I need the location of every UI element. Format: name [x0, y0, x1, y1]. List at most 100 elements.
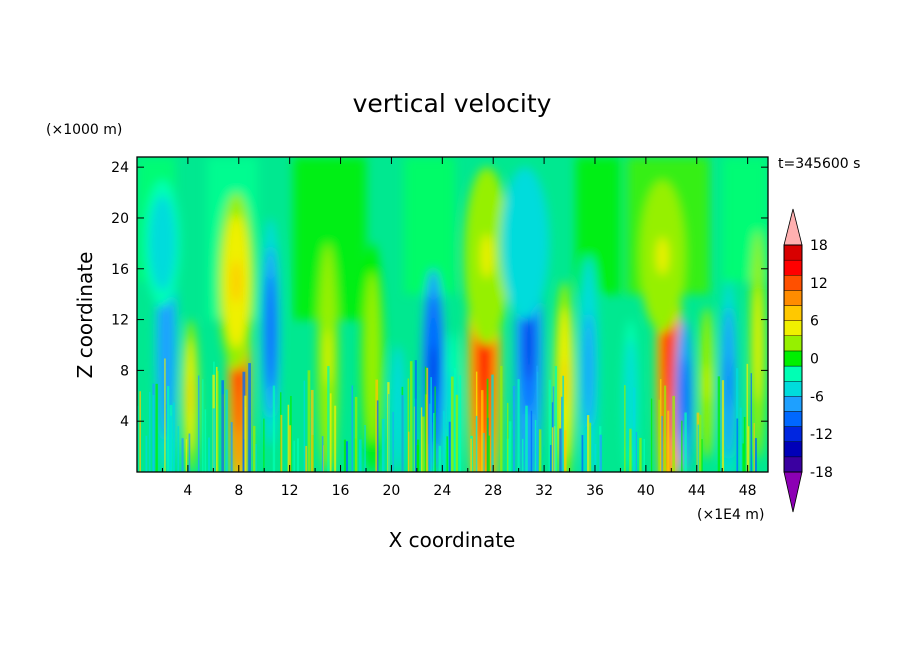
field-cell [681, 376, 687, 415]
field-streak [659, 378, 662, 472]
field-streak [343, 439, 347, 472]
field-streak [681, 420, 683, 472]
colorbar-segment [783, 259, 803, 276]
field-cell [188, 376, 193, 415]
field-cell [430, 344, 437, 396]
colorbar-tick-label: 12 [810, 276, 828, 292]
field-streak [739, 407, 742, 472]
field-streak [185, 439, 187, 472]
field-streak [486, 378, 489, 472]
field-streak [491, 374, 494, 472]
field-streak [305, 445, 308, 472]
field-streak [562, 375, 565, 472]
field-streak [381, 418, 385, 472]
colorbar-segment [783, 275, 803, 291]
field-streak [527, 438, 530, 472]
field-streak [548, 379, 552, 472]
x-axis-label: X coordinate [389, 528, 516, 552]
field-streak [488, 435, 490, 472]
field-streak [451, 376, 454, 472]
field-streak [699, 414, 702, 472]
field-streak [507, 402, 509, 472]
field-streak [388, 394, 390, 472]
field-streak [442, 410, 445, 472]
field-streak [376, 400, 379, 472]
colorbar-segment [783, 305, 803, 321]
y-axis: 4 8 12 16 20 24 [111, 160, 768, 430]
colorbar-segment [783, 290, 803, 306]
field-cell [518, 224, 532, 263]
field-streak [288, 425, 292, 472]
field-streak [552, 386, 555, 472]
field-streak [310, 389, 314, 472]
field-streak [420, 407, 423, 472]
colorbar-tick-label: -12 [810, 427, 833, 443]
field-streak [364, 425, 366, 472]
field-streak [448, 421, 451, 472]
field-streak [754, 438, 757, 472]
colorbar-segment [783, 244, 803, 261]
x-tick-label: 24 [433, 483, 451, 499]
field-streak [530, 410, 533, 472]
field-streak [554, 366, 558, 472]
field-streak [145, 435, 148, 472]
x-tick-label: 8 [234, 483, 243, 499]
x-tick-label: 16 [332, 483, 350, 499]
field-streak [500, 366, 503, 472]
field-cell [705, 364, 709, 403]
field-streak [438, 445, 442, 472]
field-streak [307, 370, 311, 472]
field-streak [358, 439, 362, 472]
time-label: t=345600 s [778, 156, 860, 172]
field-streak [293, 440, 295, 472]
field-cell [525, 310, 533, 380]
field-cell [586, 341, 592, 399]
field-streak [303, 380, 306, 472]
field-cell [628, 376, 633, 415]
colorbar-segment [783, 335, 803, 352]
field-streak [455, 394, 459, 472]
x-tick-label: 12 [281, 483, 299, 499]
colorbar-frame [783, 244, 803, 473]
field-streak [750, 373, 752, 472]
field-streak [244, 395, 247, 472]
field-streak [747, 426, 750, 472]
field-streak [188, 433, 191, 472]
y-tick-label: 12 [111, 313, 129, 329]
field-streak [242, 371, 246, 472]
field-streak [414, 360, 417, 472]
colorbar-segment [783, 396, 803, 412]
x-tick-label: 44 [688, 483, 706, 499]
field-cell [665, 316, 672, 399]
field-streak [517, 379, 520, 472]
field-streak [217, 370, 219, 472]
field-streak [177, 426, 180, 472]
field-streak [354, 396, 358, 472]
field-cell [268, 303, 274, 361]
field-streak [248, 363, 251, 472]
field-streak [321, 436, 324, 472]
field-streak [215, 366, 218, 472]
field-streak [743, 416, 746, 472]
colorbar-tick-label: -6 [810, 389, 824, 405]
field-streak [701, 439, 703, 472]
x-unit-label: (×1E4 m) [697, 507, 764, 523]
field-streak [525, 405, 528, 472]
field-streak [536, 365, 539, 472]
colorbar-segment [783, 441, 803, 458]
field-streak [327, 366, 330, 472]
field-streak [742, 443, 745, 472]
plot-area [136, 156, 769, 473]
y-tick-label: 4 [120, 414, 129, 430]
field-streak [697, 424, 700, 472]
colorbar-segment [783, 411, 803, 427]
field-cell [755, 316, 760, 374]
x-axis: 4 8 12 16 20 24 28 32 36 40 44 48 [161, 157, 757, 499]
field-streak [172, 402, 175, 472]
field-streak [632, 387, 636, 472]
field-streak [208, 437, 210, 472]
field-streak [581, 435, 584, 472]
field-streak [181, 438, 184, 472]
field-cell [726, 357, 731, 409]
